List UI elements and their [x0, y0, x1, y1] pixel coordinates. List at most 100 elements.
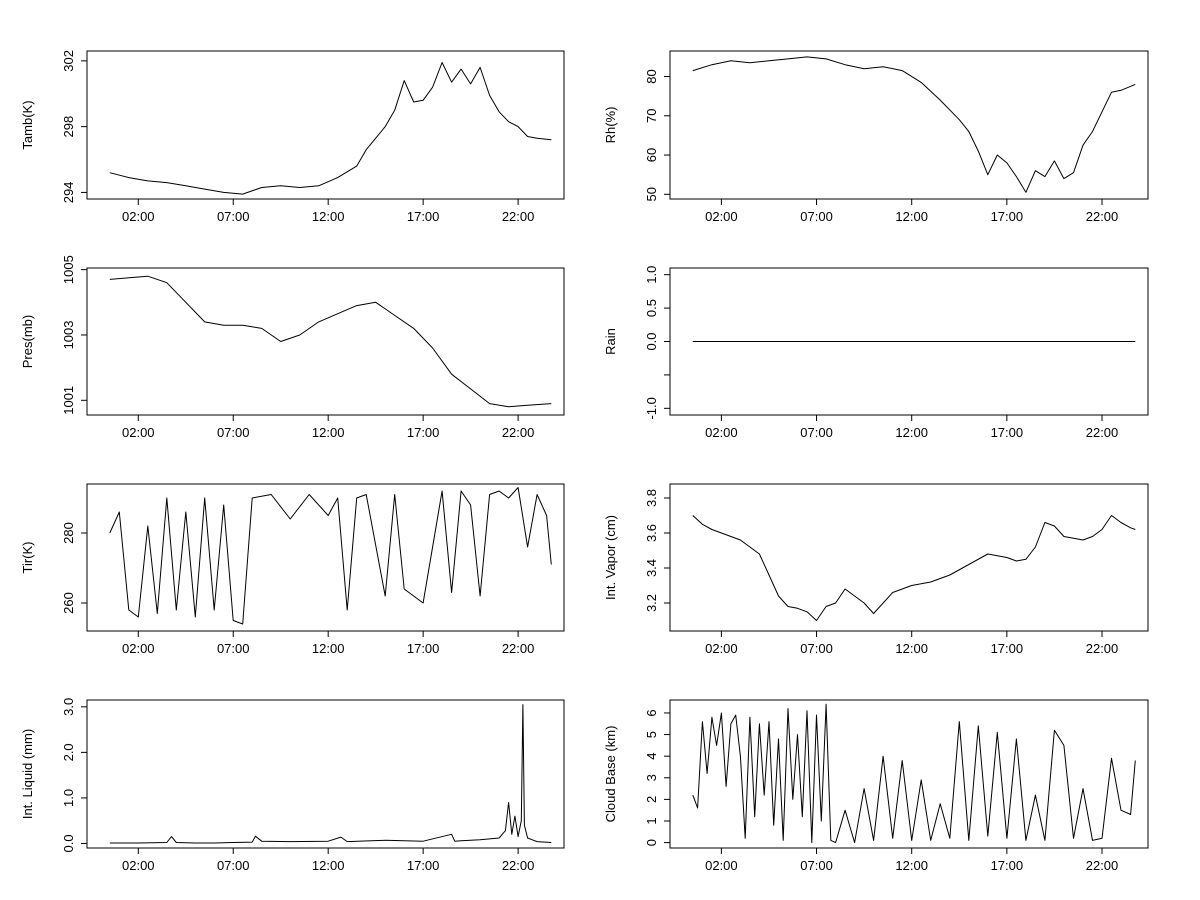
y-tick-label: 2: [644, 796, 659, 803]
series-line: [692, 515, 1136, 621]
y-tick-label: 3.2: [644, 594, 659, 612]
x-tick-label: 12:00: [895, 858, 928, 873]
y-tick-label: 4: [644, 753, 659, 760]
y-tick-label: 3.4: [644, 559, 659, 577]
y-tick-label: 3.0: [61, 698, 76, 716]
x-tick-label: 17:00: [991, 425, 1024, 440]
y-tick-label: 5: [644, 731, 659, 738]
y-tick-label: 0: [644, 839, 659, 846]
y-tick-label: 1001: [61, 386, 76, 415]
x-tick-label: 02:00: [122, 209, 155, 224]
plot-frame: [669, 699, 1149, 849]
y-tick-label: 260: [61, 592, 76, 614]
y-axis-title: Rh(%): [603, 107, 618, 144]
x-tick-label: 07:00: [800, 209, 833, 224]
panel-6: 02:00 07:00 12:00 17:00 22:00 3.2 3.4 3.6 3.8 Int…: [603, 483, 1149, 656]
x-tick-label: 22:00: [1086, 209, 1119, 224]
series-line: [692, 56, 1136, 193]
x-tick-label: 07:00: [800, 425, 833, 440]
x-tick-label: 17:00: [991, 209, 1024, 224]
series-line: [109, 704, 552, 844]
panel-4: 02:00 07:00 12:00 17:00 22:00 -1.0 0.0 0.5 1.0 Ra…: [603, 266, 1149, 440]
y-tick-label: 1003: [61, 321, 76, 350]
x-tick-label: 02:00: [705, 858, 738, 873]
panel-1: 02:00 07:00 12:00 17:00 22:00 294 298 302 Tamb(K…: [20, 50, 565, 224]
panel-5: 02:00 07:00 12:00 17:00 22:00 260 280 Tir(K): [20, 483, 565, 656]
x-tick-label: 12:00: [895, 425, 928, 440]
y-axis-title: Cloud Base (km): [603, 726, 618, 823]
y-tick-label: 2.0: [61, 743, 76, 761]
x-tick-label: 07:00: [800, 858, 833, 873]
y-tick-label: 280: [61, 522, 76, 544]
plot-frame: [669, 483, 1149, 632]
y-tick-label: 0.0: [644, 332, 659, 350]
y-tick-label: 80: [644, 69, 659, 83]
y-tick-label: 50: [644, 187, 659, 201]
y-tick-label: 1.0: [644, 266, 659, 284]
plot-frame: [86, 50, 565, 200]
y-tick-label: 294: [61, 182, 76, 204]
series-line: [109, 275, 552, 408]
x-tick-label: 02:00: [705, 425, 738, 440]
y-axis-title: Pres(mb): [20, 315, 35, 368]
y-tick-label: 1: [644, 817, 659, 824]
x-tick-label: 17:00: [407, 209, 440, 224]
x-tick-label: 17:00: [407, 858, 440, 873]
y-tick-label: -1.0: [644, 397, 659, 419]
y-tick-label: 3: [644, 774, 659, 781]
x-tick-label: 02:00: [122, 858, 155, 873]
x-tick-label: 17:00: [991, 858, 1024, 873]
x-tick-label: 02:00: [705, 641, 738, 656]
y-tick-label: 298: [61, 116, 76, 138]
x-tick-label: 07:00: [217, 209, 250, 224]
y-tick-label: 1.0: [61, 789, 76, 807]
x-tick-label: 02:00: [705, 209, 738, 224]
x-tick-label: 22:00: [502, 209, 535, 224]
x-tick-label: 12:00: [895, 209, 928, 224]
panel-2: 02:00 07:00 12:00 17:00 22:00 50 60 70 80 Rh(%): [603, 50, 1149, 224]
y-tick-label: 3.6: [644, 524, 659, 542]
plot-frame: [86, 699, 565, 849]
panel-8: 02:00 07:00 12:00 17:00 22:00 0 1 2 3 4 5 6 Cloud Ba…: [603, 699, 1149, 873]
y-tick-label: 302: [61, 50, 76, 72]
x-tick-label: 07:00: [800, 641, 833, 656]
y-axis-title: Tamb(K): [20, 100, 35, 149]
y-axis-title: Int. Liquid (mm): [20, 729, 35, 819]
x-tick-label: 07:00: [217, 641, 250, 656]
x-tick-label: 12:00: [312, 641, 345, 656]
x-tick-label: 07:00: [217, 858, 250, 873]
x-tick-label: 12:00: [312, 425, 345, 440]
panel-7: 02:00 07:00 12:00 17:00 22:00 0.0 1.0 2.0 3.0 Int…: [20, 698, 565, 873]
x-tick-label: 17:00: [407, 425, 440, 440]
x-tick-label: 22:00: [1086, 641, 1119, 656]
y-axis-title: Rain: [603, 328, 618, 355]
x-tick-label: 07:00: [217, 425, 250, 440]
x-tick-label: 22:00: [502, 425, 535, 440]
y-tick-label: 0.0: [61, 834, 76, 852]
x-tick-label: 17:00: [407, 641, 440, 656]
x-tick-label: 22:00: [1086, 425, 1119, 440]
x-tick-label: 17:00: [991, 641, 1024, 656]
x-tick-label: 02:00: [122, 425, 155, 440]
plot-frame: [86, 483, 565, 632]
y-tick-label: 70: [644, 109, 659, 123]
series-line: [109, 487, 552, 625]
x-tick-label: 02:00: [122, 641, 155, 656]
x-tick-label: 12:00: [312, 858, 345, 873]
x-tick-label: 22:00: [502, 858, 535, 873]
y-tick-label: 1005: [61, 255, 76, 284]
y-tick-label: 60: [644, 148, 659, 162]
panel-3: 02:00 07:00 12:00 17:00 22:00 1001 1003 1005 Pre…: [20, 255, 565, 440]
y-tick-label: 6: [644, 709, 659, 716]
plot-frame: [86, 267, 565, 416]
plot-frame: [669, 50, 1149, 200]
y-axis-title: Int. Vapor (cm): [603, 515, 618, 600]
x-tick-label: 22:00: [502, 641, 535, 656]
x-tick-label: 12:00: [895, 641, 928, 656]
series-line: [109, 62, 552, 195]
y-axis-title: Tir(K): [20, 541, 35, 573]
y-tick-label: 0.5: [644, 299, 659, 317]
series-line: [692, 703, 1136, 844]
